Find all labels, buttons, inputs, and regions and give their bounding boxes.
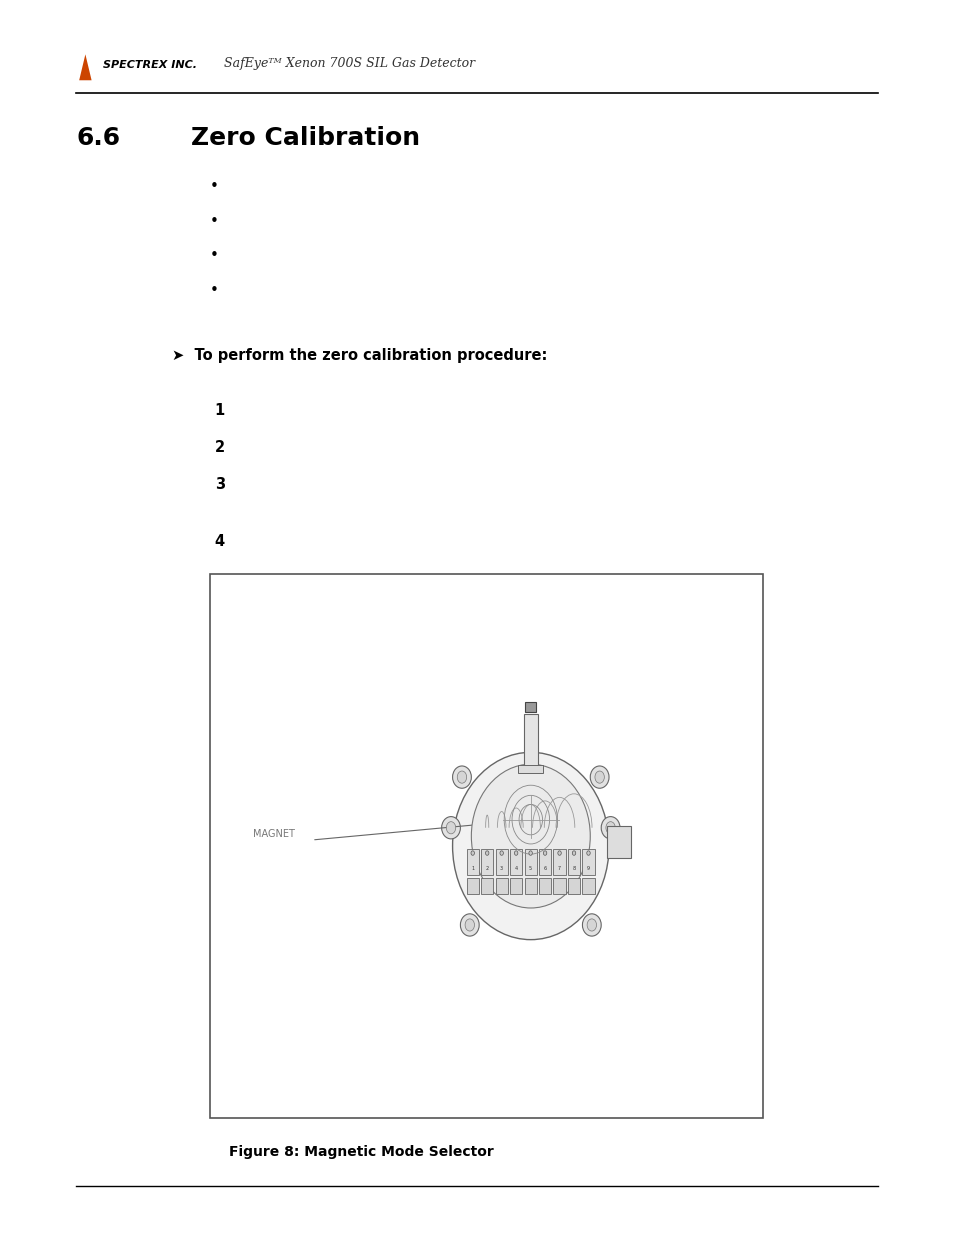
Circle shape	[528, 851, 532, 856]
Circle shape	[456, 771, 466, 783]
Bar	[466, 878, 478, 894]
Text: Figure 8: Magnetic Mode Selector: Figure 8: Magnetic Mode Selector	[229, 1145, 494, 1158]
Ellipse shape	[452, 752, 608, 940]
Bar	[510, 848, 521, 876]
Text: •: •	[210, 214, 218, 228]
Text: 7: 7	[558, 866, 560, 871]
Bar	[480, 848, 493, 876]
Circle shape	[543, 851, 546, 856]
Text: 4: 4	[214, 534, 225, 548]
Circle shape	[572, 851, 576, 856]
Ellipse shape	[590, 766, 608, 788]
Bar	[524, 878, 537, 894]
Text: 6: 6	[543, 866, 546, 871]
Bar	[496, 878, 507, 894]
Circle shape	[586, 919, 596, 931]
Text: SafEyeᵀᴹ Xenon 700S SIL Gas Detector: SafEyeᵀᴹ Xenon 700S SIL Gas Detector	[224, 57, 475, 70]
Text: 2: 2	[485, 866, 488, 871]
Text: Zero Calibration: Zero Calibration	[191, 126, 419, 149]
Circle shape	[586, 851, 590, 856]
Text: 4: 4	[514, 866, 517, 871]
Circle shape	[471, 851, 474, 856]
Circle shape	[605, 821, 615, 834]
Bar	[567, 878, 579, 894]
Bar	[553, 878, 565, 894]
Bar	[466, 848, 478, 876]
Bar	[582, 848, 594, 876]
Bar	[582, 878, 594, 894]
Bar	[538, 848, 551, 876]
Circle shape	[465, 919, 474, 931]
Ellipse shape	[582, 914, 600, 936]
Ellipse shape	[460, 914, 478, 936]
Bar	[480, 878, 493, 894]
Text: 3: 3	[499, 866, 502, 871]
Circle shape	[595, 771, 603, 783]
Bar	[525, 703, 536, 713]
Bar	[510, 878, 521, 894]
Circle shape	[446, 821, 456, 834]
Text: 6.6: 6.6	[76, 126, 120, 149]
Text: •: •	[210, 248, 218, 263]
Bar	[523, 714, 537, 771]
Bar	[210, 574, 762, 1118]
Bar	[496, 848, 507, 876]
Text: 9: 9	[586, 866, 589, 871]
Bar	[553, 848, 565, 876]
Text: 1: 1	[471, 866, 474, 871]
Text: SPECTREX INC.: SPECTREX INC.	[103, 61, 197, 70]
Bar	[517, 764, 543, 773]
Text: 2: 2	[214, 440, 225, 454]
Ellipse shape	[452, 766, 471, 788]
Circle shape	[514, 851, 517, 856]
Bar	[567, 848, 579, 876]
Bar	[538, 878, 551, 894]
Ellipse shape	[471, 764, 590, 908]
Ellipse shape	[600, 816, 619, 839]
Text: 1: 1	[214, 403, 225, 417]
Circle shape	[485, 851, 488, 856]
Text: 8: 8	[572, 866, 575, 871]
Text: •: •	[210, 283, 218, 298]
Bar	[524, 848, 537, 876]
Text: 5: 5	[529, 866, 532, 871]
Bar	[607, 826, 630, 858]
Text: 3: 3	[214, 477, 225, 492]
Circle shape	[499, 851, 503, 856]
Text: MAGNET: MAGNET	[253, 829, 294, 839]
Ellipse shape	[441, 816, 460, 839]
Text: •: •	[210, 179, 218, 194]
Polygon shape	[79, 54, 91, 80]
Text: ➤  To perform the zero calibration procedure:: ➤ To perform the zero calibration proced…	[172, 348, 546, 363]
Circle shape	[558, 851, 560, 856]
